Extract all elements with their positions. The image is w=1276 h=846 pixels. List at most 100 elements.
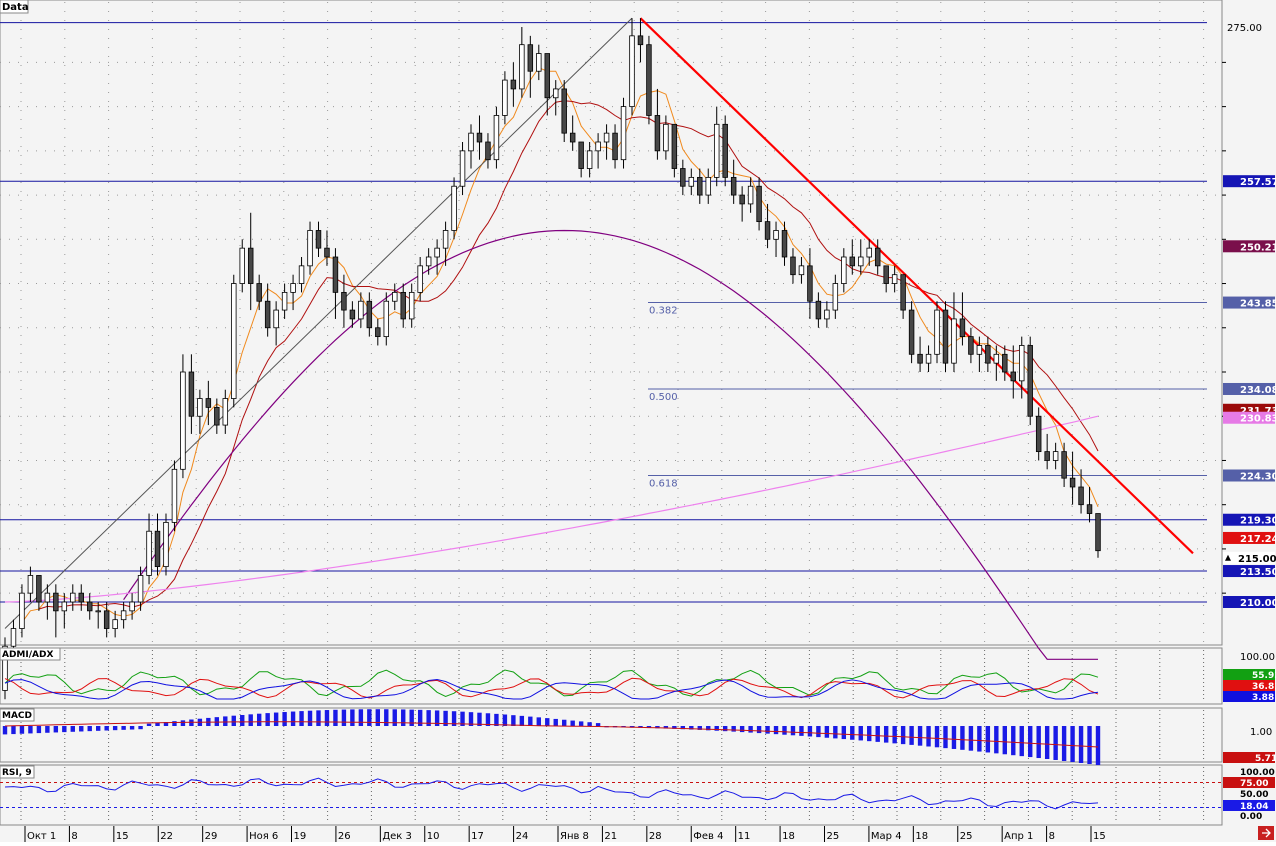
candle-body — [442, 230, 449, 249]
macd-bar — [765, 726, 770, 734]
macd-bar — [392, 709, 397, 726]
candle-body — [866, 247, 872, 258]
candle-body — [298, 265, 305, 284]
x-axis-label: 15 — [116, 831, 129, 842]
candle-body — [103, 610, 110, 629]
x-axis-label: 21 — [604, 831, 617, 842]
main-panel-label: Data — [2, 2, 29, 13]
macd-bar — [307, 710, 313, 726]
macd-bar — [824, 726, 830, 738]
candle-body — [10, 628, 17, 647]
candle-body — [400, 291, 406, 320]
macd-bar — [1070, 726, 1075, 762]
price-label-box — [1223, 296, 1275, 309]
macd-bar — [655, 726, 660, 729]
price-label: 215.00 — [1238, 554, 1276, 565]
x-axis-label: Фев 4 — [693, 831, 723, 842]
x-axis-label: 28 — [649, 831, 662, 842]
candle-body — [188, 371, 195, 417]
candle-body — [493, 115, 500, 161]
candle-body — [883, 265, 889, 284]
adx-value-label: 36.81 — [1252, 682, 1276, 692]
x-axis-label: 8 — [71, 831, 77, 842]
macd-signal-line — [4, 721, 1099, 748]
macd-bar — [417, 709, 423, 726]
down-trend-line — [639, 17, 1194, 555]
macd-bar — [756, 726, 762, 734]
adx-value-label: 3.88 — [1252, 693, 1274, 703]
rsi-tick-label: 0.00 — [1240, 812, 1262, 822]
macd-bar — [782, 726, 787, 735]
macd-bar — [1044, 726, 1050, 760]
candle-body — [1019, 345, 1025, 382]
x-axis-label: Ноя 6 — [249, 831, 278, 842]
candle-body — [637, 35, 644, 46]
candle-body — [713, 123, 720, 178]
price-label-box — [1223, 565, 1275, 578]
macd-bar — [934, 726, 940, 748]
macd-bar — [112, 726, 118, 731]
candle-body — [27, 575, 34, 594]
candle-body — [612, 132, 618, 161]
price-label: 217.24 — [1240, 534, 1276, 545]
candle-body — [603, 132, 610, 143]
candle-body — [561, 88, 567, 134]
macd-bar — [1036, 726, 1041, 759]
macd-bar — [460, 711, 465, 726]
candle-body — [180, 371, 186, 470]
candle-body — [1002, 353, 1008, 373]
candle-body — [730, 176, 737, 196]
arrow-icon — [1262, 828, 1271, 838]
up-trend-line — [4, 17, 633, 629]
adx-value-label: 55.92 — [1252, 671, 1276, 681]
macd-bar — [663, 726, 669, 729]
candle-body — [1078, 486, 1084, 506]
macd-bar — [587, 722, 592, 726]
macd-bar — [96, 726, 101, 731]
candle-body — [688, 176, 695, 187]
macd-bar — [87, 726, 92, 732]
candle-body — [137, 575, 144, 603]
candle-body — [247, 247, 254, 284]
price-label: 243.85 — [1240, 299, 1276, 310]
macd-value-label: 5.71 — [1255, 754, 1276, 764]
candle-body — [849, 256, 856, 267]
macd-bar — [875, 726, 880, 742]
candle-body — [95, 610, 101, 613]
candle-body — [154, 530, 161, 568]
macd-bar — [960, 726, 965, 750]
macd-bar — [401, 709, 406, 726]
macd-bar — [578, 721, 584, 726]
macd-bar — [19, 726, 25, 734]
macd-bar — [223, 716, 228, 726]
macd-bar — [502, 714, 508, 726]
macd-bar — [367, 709, 372, 726]
candle-body — [976, 345, 983, 355]
price-label: 213.50 — [1240, 567, 1276, 578]
x-axis-label: 25 — [827, 831, 840, 842]
candle-body — [858, 256, 864, 267]
rsi-value-box — [1223, 777, 1275, 788]
macd-bar — [180, 720, 186, 726]
adx-panel — [0, 647, 1223, 705]
candle-body — [798, 265, 805, 276]
rsi-tick-label: 100.00 — [1240, 768, 1275, 778]
macd-bar — [79, 726, 84, 732]
macd-bar — [256, 713, 262, 726]
macd-bar — [1087, 726, 1092, 765]
macd-bar — [985, 726, 991, 753]
candle-body — [19, 592, 25, 629]
macd-bar — [528, 716, 533, 726]
price-label-box — [1223, 596, 1275, 608]
candle-body — [1095, 513, 1101, 552]
macd-bar — [290, 711, 296, 726]
x-axis-label: Апр 1 — [1004, 831, 1033, 842]
macd-bar — [240, 714, 245, 726]
rsi-tick-label: 18.04 — [1240, 802, 1268, 812]
x-axis-label: 18 — [915, 831, 928, 842]
candle-body — [366, 300, 373, 329]
candle-body — [459, 150, 466, 187]
macd-bar — [841, 726, 847, 740]
x-axis-label: 22 — [160, 831, 173, 842]
